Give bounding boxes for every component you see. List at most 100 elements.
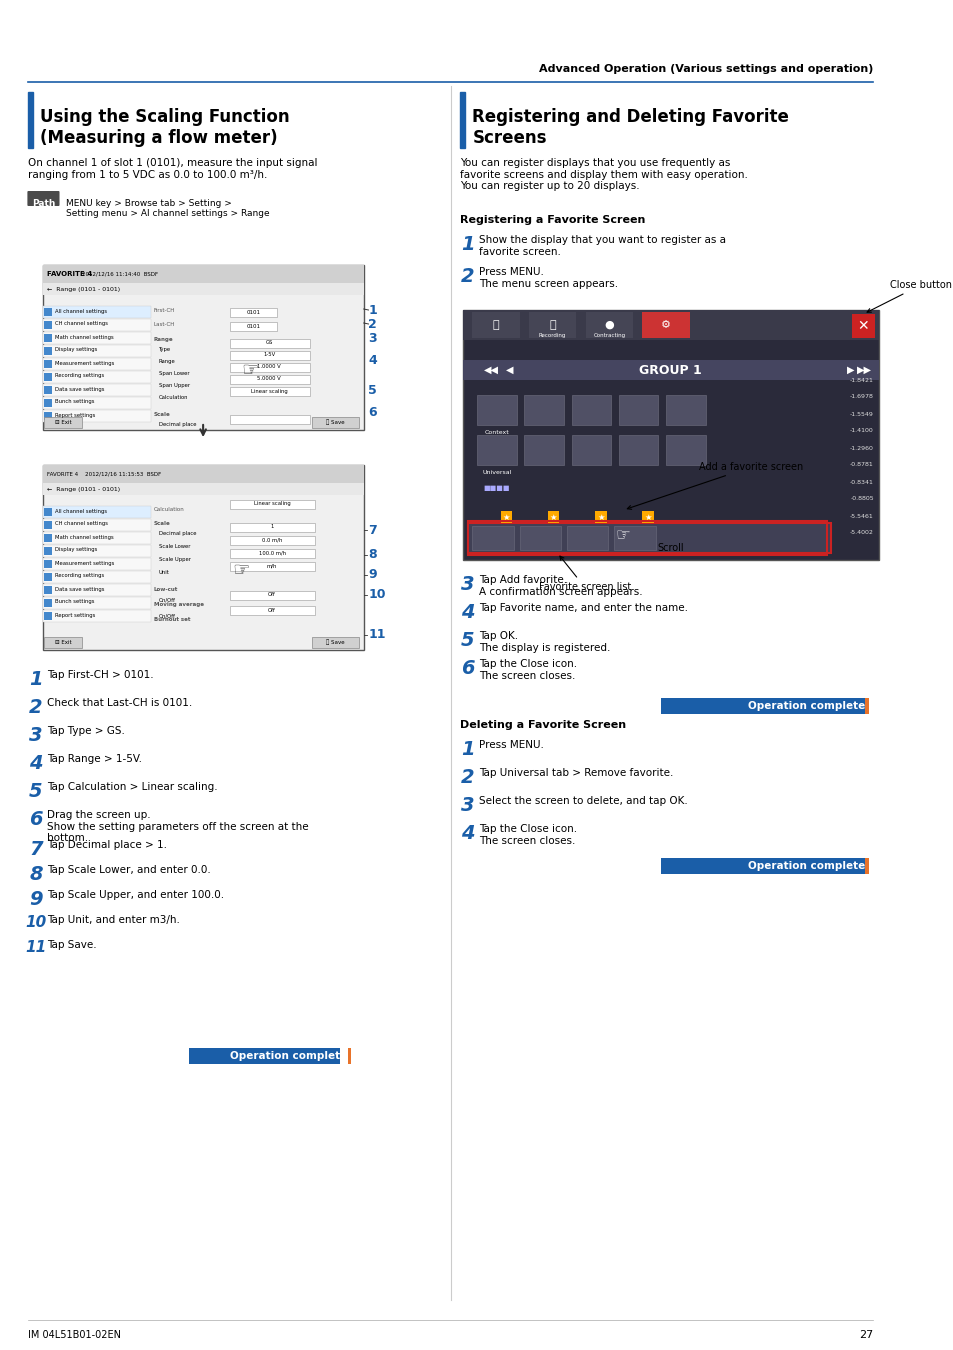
Text: FAVORITE 4: FAVORITE 4 xyxy=(48,271,92,277)
Text: Range: Range xyxy=(153,338,173,342)
Text: 1: 1 xyxy=(29,670,43,688)
Bar xyxy=(45,599,51,608)
Text: 💾 Save: 💾 Save xyxy=(326,639,344,645)
Text: Scale: Scale xyxy=(153,521,171,526)
Text: First-CH: First-CH xyxy=(153,309,175,313)
Text: Operation complete: Operation complete xyxy=(231,1052,347,1061)
Bar xyxy=(312,637,358,648)
Text: Context: Context xyxy=(484,431,509,435)
Text: MENU key > Browse tab > Setting >: MENU key > Browse tab > Setting > xyxy=(66,198,232,208)
Text: Check that Last-CH is 0101.: Check that Last-CH is 0101. xyxy=(48,698,193,707)
Text: 5: 5 xyxy=(368,383,376,397)
Bar xyxy=(43,358,151,370)
Bar xyxy=(864,698,868,714)
Text: 10: 10 xyxy=(368,589,386,602)
Text: 27: 27 xyxy=(858,1330,872,1341)
Bar xyxy=(43,397,151,409)
Text: 9: 9 xyxy=(368,568,376,582)
Bar xyxy=(43,265,363,431)
Bar xyxy=(43,306,151,319)
Bar xyxy=(45,535,51,541)
Bar xyxy=(472,526,514,549)
Text: 5.0000 V: 5.0000 V xyxy=(257,377,281,382)
Bar xyxy=(312,417,358,428)
Bar xyxy=(45,521,51,529)
Bar xyxy=(230,308,276,317)
Text: IM 04L51B01-02EN: IM 04L51B01-02EN xyxy=(29,1330,121,1341)
Text: Tap OK.
The display is registered.: Tap OK. The display is registered. xyxy=(478,630,610,652)
Bar xyxy=(472,312,519,338)
Text: 1: 1 xyxy=(460,740,474,759)
Text: 0101: 0101 xyxy=(246,324,260,328)
Bar xyxy=(641,512,653,522)
Bar xyxy=(660,698,868,714)
Bar xyxy=(45,333,51,342)
Text: Recording settings: Recording settings xyxy=(54,574,104,579)
Bar xyxy=(524,396,563,425)
Text: ←  Range (0101 - 0101): ← Range (0101 - 0101) xyxy=(48,286,120,292)
Bar xyxy=(459,92,464,148)
Text: 2: 2 xyxy=(368,317,376,331)
Bar xyxy=(43,545,151,558)
Text: Operation complete: Operation complete xyxy=(747,861,864,871)
Text: Math channel settings: Math channel settings xyxy=(54,535,113,540)
Text: Data save settings: Data save settings xyxy=(54,586,104,591)
Bar xyxy=(45,417,82,428)
Text: 4: 4 xyxy=(460,603,474,622)
Bar xyxy=(43,284,363,296)
Text: Type: Type xyxy=(158,347,171,352)
Text: ⚙: ⚙ xyxy=(660,320,670,329)
Bar xyxy=(566,526,608,549)
Text: -5.5461: -5.5461 xyxy=(849,513,873,518)
Text: Display settings: Display settings xyxy=(54,347,97,352)
Text: Moving average: Moving average xyxy=(153,602,204,608)
Text: 10: 10 xyxy=(25,915,47,930)
Text: ★: ★ xyxy=(549,513,557,521)
Text: Tap the Close icon.
The screen closes.: Tap the Close icon. The screen closes. xyxy=(478,824,577,845)
Text: 3: 3 xyxy=(460,575,474,594)
Bar xyxy=(45,612,51,620)
Text: 6: 6 xyxy=(368,405,376,418)
Text: Tap Favorite name, and enter the name.: Tap Favorite name, and enter the name. xyxy=(478,603,687,613)
Text: Contracting: Contracting xyxy=(593,332,625,338)
Bar xyxy=(347,1048,351,1064)
Bar xyxy=(43,610,151,622)
Text: 1-5V: 1-5V xyxy=(263,352,275,358)
Bar xyxy=(45,347,51,355)
Bar xyxy=(524,435,563,464)
Text: Add a favorite screen: Add a favorite screen xyxy=(627,462,802,509)
Text: Bunch settings: Bunch settings xyxy=(54,400,94,405)
Bar xyxy=(45,547,51,555)
Text: Using the Scaling Function
(Measuring a flow meter): Using the Scaling Function (Measuring a … xyxy=(40,108,289,147)
Bar xyxy=(45,386,51,394)
Bar xyxy=(230,606,314,616)
Bar xyxy=(45,637,82,648)
Bar xyxy=(665,435,705,464)
Text: Tap Add favorite.
A confirmation screen appears.: Tap Add favorite. A confirmation screen … xyxy=(478,575,642,597)
Text: ★: ★ xyxy=(643,513,651,521)
Text: ★: ★ xyxy=(597,513,604,521)
Bar xyxy=(462,310,878,340)
Text: On/Off: On/Off xyxy=(158,613,175,618)
Text: 1: 1 xyxy=(460,235,474,254)
Bar xyxy=(529,312,576,338)
Text: 5: 5 xyxy=(460,630,474,649)
Bar xyxy=(189,1048,340,1064)
Text: 0101: 0101 xyxy=(246,309,260,315)
Bar xyxy=(618,396,658,425)
Text: Tap Universal tab > Remove favorite.: Tap Universal tab > Remove favorite. xyxy=(478,768,673,778)
Text: 11: 11 xyxy=(25,940,47,954)
Text: ●: ● xyxy=(604,320,614,329)
Text: 2: 2 xyxy=(29,698,43,717)
Text: Measurement settings: Measurement settings xyxy=(54,560,114,566)
Text: 100.0 m/h: 100.0 m/h xyxy=(258,551,285,555)
Bar xyxy=(851,315,874,338)
Text: 🏠: 🏠 xyxy=(492,320,498,329)
Text: Tap Calculation > Linear scaling.: Tap Calculation > Linear scaling. xyxy=(48,782,217,792)
Text: ◀◀: ◀◀ xyxy=(483,364,498,375)
Bar xyxy=(462,310,878,560)
Text: 3: 3 xyxy=(29,726,43,745)
Text: 1: 1 xyxy=(368,304,376,316)
Text: Tap Scale Lower, and enter 0.0.: Tap Scale Lower, and enter 0.0. xyxy=(48,865,211,875)
Text: Off: Off xyxy=(268,608,275,613)
